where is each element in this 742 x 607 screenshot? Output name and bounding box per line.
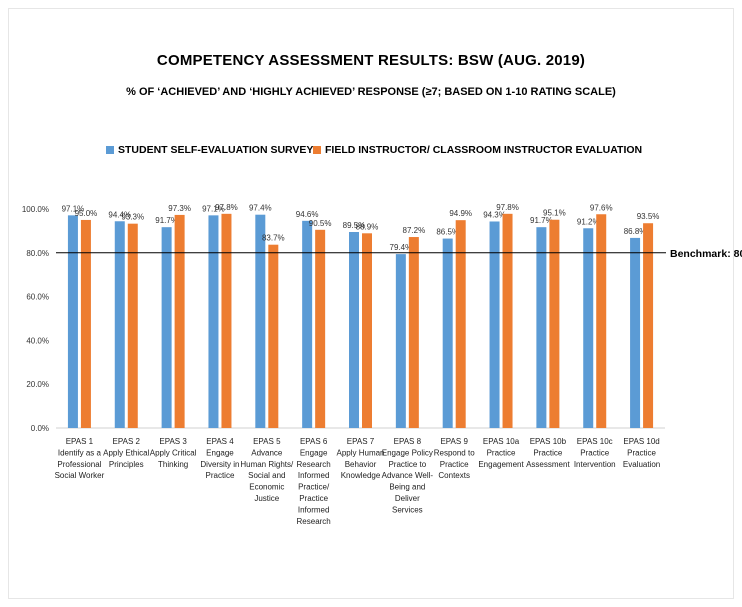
data-label: 97.1%: [202, 204, 225, 213]
x-tick-label: EPAS 1 Identify as a Professional Social Wo…: [55, 437, 105, 480]
bar: [596, 214, 607, 428]
bar: [302, 220, 313, 428]
bar: [208, 215, 219, 428]
data-label: 97.8%: [496, 203, 519, 212]
data-label: 94.9%: [449, 209, 472, 218]
bar: [174, 214, 185, 428]
x-tick-label: EPAS 9 Respond to Practice Contexts: [434, 437, 475, 480]
x-tick-label: EPAS 3 Apply Critical Thinking: [150, 437, 197, 469]
bar: [630, 237, 641, 428]
data-label: 94.3%: [483, 210, 506, 219]
legend-label-student: STUDENT SELF-EVALUATION SURVEY: [118, 144, 314, 156]
chart-subtitle: % OF ‘ACHIEVED’ AND ‘HIGHLY ACHIEVED’ RE…: [126, 86, 616, 98]
x-tick-label: EPAS 4 Engage Diversity in Practice: [200, 437, 239, 480]
bar: [268, 244, 279, 428]
x-tick-label: EPAS 7 Apply Human Behavior Knowledge: [336, 437, 384, 480]
data-label: 97.3%: [168, 204, 191, 213]
legend-item-instructor: FIELD INSTRUCTOR/ CLASSROOM INSTRUCTOR E…: [313, 144, 642, 156]
x-tick-label: EPAS 2 Apply Ethical Principles: [103, 437, 149, 469]
data-label: 87.2%: [403, 226, 426, 235]
data-label: 93.5%: [637, 212, 660, 221]
bar: [549, 219, 560, 428]
data-label: 88.9%: [356, 222, 379, 231]
x-tick-label: EPAS 8 Engage Policy Practice to Advance We…: [382, 437, 434, 514]
bar: [536, 227, 547, 428]
benchmark-label: Benchmark: 80%: [670, 248, 742, 260]
y-tick-label: 100.0%: [22, 205, 49, 214]
data-label: 86.5%: [436, 228, 459, 237]
legend-swatch-instructor: [313, 146, 321, 154]
bar: [67, 215, 78, 428]
data-label: 86.8%: [624, 227, 647, 236]
data-label: 91.7%: [155, 216, 178, 225]
data-label: 91.2%: [577, 217, 600, 226]
bar: [583, 228, 594, 428]
data-label: 90.5%: [309, 219, 332, 228]
data-label: 93.3%: [121, 213, 144, 222]
bar: [408, 237, 419, 428]
y-tick-label: 20.0%: [26, 380, 49, 389]
bar: [502, 213, 513, 428]
bar: [127, 223, 138, 428]
data-label: 95.0%: [75, 209, 98, 218]
legend-label-instructor: FIELD INSTRUCTOR/ CLASSROOM INSTRUCTOR E…: [325, 144, 643, 156]
data-label: 83.7%: [262, 234, 285, 243]
bar: [442, 238, 453, 428]
bar: [161, 227, 172, 428]
bar: [221, 213, 232, 428]
bar: [349, 231, 359, 428]
x-tick-label: EPAS 10d Practice Evaluation: [623, 437, 660, 469]
data-label: 97.6%: [590, 203, 613, 212]
y-tick-label: 0.0%: [31, 424, 49, 433]
data-label: 79.4%: [390, 243, 413, 252]
data-label: 95.1%: [543, 209, 566, 218]
bar: [362, 233, 372, 428]
data-label: 94.4%: [108, 210, 131, 219]
x-tick-label: EPAS 5 Advance Human Rights/Social and Econ…: [240, 437, 294, 503]
bar: [80, 219, 91, 428]
data-label: 97.1%: [62, 204, 85, 213]
bar: [315, 229, 326, 428]
x-tick-label: EPAS 10a Practice Engagement: [478, 437, 524, 469]
bar: [489, 221, 500, 428]
bar: [643, 223, 654, 428]
legend: STUDENT SELF-EVALUATION SURVEY FIELD INS…: [0, 144, 742, 160]
data-label: 89.5%: [343, 221, 366, 230]
legend-swatch-student: [106, 146, 114, 154]
bar: [455, 220, 466, 428]
data-label: 97.8%: [215, 203, 238, 212]
x-tick-label: EPAS 10b Practice Assessment: [526, 437, 570, 469]
bar: [395, 254, 406, 428]
data-label: 91.7%: [530, 216, 553, 225]
chart-title: COMPETENCY ASSESSMENT RESULTS: BSW (AUG.…: [156, 52, 586, 69]
legend-item-student: STUDENT SELF-EVALUATION SURVEY: [106, 144, 313, 156]
bar: [114, 221, 125, 428]
y-tick-label: 80.0%: [26, 249, 49, 258]
bar: [255, 214, 266, 428]
x-tick-label: EPAS 10c Practice Intervention: [574, 437, 616, 469]
x-tick-label: EPAS 6 Engage Research Informed Practice/Pra…: [297, 437, 331, 526]
data-label: 97.4%: [249, 204, 272, 213]
data-label: 94.6%: [296, 210, 319, 219]
y-tick-label: 40.0%: [26, 336, 49, 345]
y-tick-label: 60.0%: [26, 293, 49, 302]
